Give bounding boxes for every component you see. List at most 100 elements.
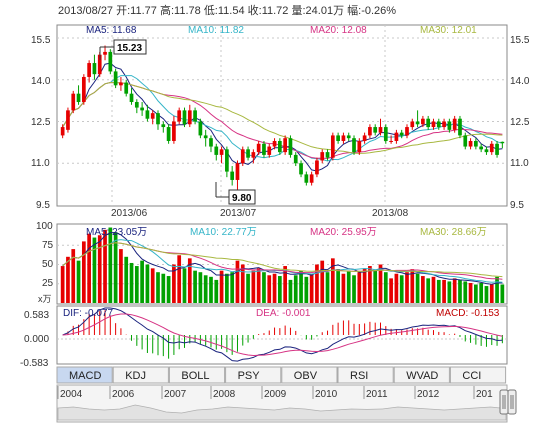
candle-body <box>119 82 123 86</box>
candle-body <box>315 160 319 175</box>
candle-body <box>447 121 452 130</box>
candle-body <box>463 135 468 147</box>
candle-body <box>431 121 436 128</box>
date-tick: 2013/06 <box>111 208 148 219</box>
candle-body <box>251 152 256 158</box>
volume-bar <box>187 258 192 303</box>
volume-bar <box>405 272 409 303</box>
volume-bar <box>368 266 372 303</box>
candle-body <box>277 140 282 153</box>
tab-label: BOLL <box>181 370 209 382</box>
volume-bar <box>219 270 224 303</box>
tab-kdj[interactable]: KDJ <box>112 366 169 384</box>
tab-obv[interactable]: OBV <box>281 366 338 384</box>
candle-body <box>76 93 81 103</box>
volume-bar <box>246 273 250 303</box>
volume-bar <box>156 272 160 303</box>
volume-bar <box>277 276 282 303</box>
candle-body <box>389 140 393 142</box>
volume-bar <box>410 269 415 303</box>
volume-bar <box>76 260 81 303</box>
volume-bar <box>193 270 197 303</box>
candle-body <box>309 174 314 183</box>
volume-bar <box>320 260 325 303</box>
macd-tick: -0.583 <box>20 358 49 369</box>
candle-body <box>161 124 166 128</box>
candle-body <box>230 171 235 180</box>
timeline-history-area <box>57 404 507 421</box>
price-tick-right: 9.5 <box>510 200 524 211</box>
timeline-handle-left[interactable] <box>499 389 509 415</box>
volume-bar <box>203 275 208 303</box>
vol-tick: 75 <box>42 240 54 251</box>
volume-bar <box>134 266 139 303</box>
volume-bar <box>415 273 420 303</box>
volume-bar <box>383 272 388 303</box>
candle-body <box>405 127 409 136</box>
candle-body <box>235 163 240 180</box>
volume-bar <box>463 281 468 303</box>
candle-body <box>415 121 420 125</box>
tab-label: OBV <box>294 370 318 382</box>
volume-bar <box>500 284 505 303</box>
timeline-year-label: 2010 <box>315 389 338 400</box>
candle-body <box>378 127 383 133</box>
volume-bar <box>479 282 484 303</box>
candle-body <box>71 93 76 111</box>
candle-body <box>198 121 203 136</box>
candle-body <box>145 110 150 119</box>
volume-bar <box>129 262 134 303</box>
macd-dea-line <box>62 313 503 357</box>
candle-body <box>330 135 335 158</box>
tab-cci[interactable]: CCI <box>449 366 507 384</box>
macd-value-legend: MACD: -0.153 <box>436 308 500 319</box>
candle-body <box>187 110 192 125</box>
candle-body <box>458 118 462 136</box>
candle-body <box>124 82 129 94</box>
tab-wvad[interactable]: WVAD <box>393 366 450 384</box>
tab-rsi[interactable]: RSI <box>337 366 394 384</box>
max-price-label: 15.23 <box>117 43 142 54</box>
volume-bar <box>352 275 356 303</box>
min-price-annotation: 9.80 <box>215 182 256 205</box>
tab-background <box>168 366 226 384</box>
candle-body <box>373 127 378 133</box>
volume-bar <box>140 260 144 303</box>
candle-body <box>172 121 176 141</box>
header-quote: 2013/08/27 开:11.77 高:11.78 低:11.54 收:11.… <box>58 3 396 17</box>
price-tick-right: 14.0 <box>510 76 530 87</box>
candle-body <box>81 76 86 103</box>
timeline-handle-right[interactable] <box>507 389 517 415</box>
candle-body <box>474 140 478 147</box>
candle-body <box>484 149 489 153</box>
price-ma5-legend: MA5: 11.68 <box>86 25 137 36</box>
candle-body <box>113 71 118 86</box>
tab-boll[interactable]: BOLL <box>168 366 226 384</box>
tab-background <box>56 366 113 384</box>
volume-bar <box>272 273 277 303</box>
candle-body <box>436 121 441 128</box>
volume-bar <box>113 232 118 303</box>
volume-bar <box>124 256 129 303</box>
volume-bar <box>436 279 441 303</box>
candle-body <box>272 140 277 147</box>
volume-bar <box>87 233 91 303</box>
candle-body <box>166 127 171 141</box>
tab-macd[interactable]: MACD <box>56 366 113 384</box>
volume-bar <box>362 268 367 303</box>
volume-bar <box>172 264 176 303</box>
volume-bar <box>262 272 266 303</box>
candle-body <box>193 110 197 122</box>
price-tick-left: 15.5 <box>31 35 51 46</box>
macd-tick: 0.583 <box>24 310 49 321</box>
timeline-year-label: 2011 <box>366 389 388 400</box>
tab-psy[interactable]: PSY <box>225 366 282 384</box>
volume-bar <box>341 273 346 303</box>
volume-bar <box>166 276 171 303</box>
candle-body <box>182 110 187 125</box>
candle-body <box>489 143 494 153</box>
volume-bar <box>108 227 113 303</box>
min-price-label: 9.80 <box>232 193 252 204</box>
volume-bar <box>283 266 288 303</box>
tab-label: MACD <box>69 370 101 382</box>
